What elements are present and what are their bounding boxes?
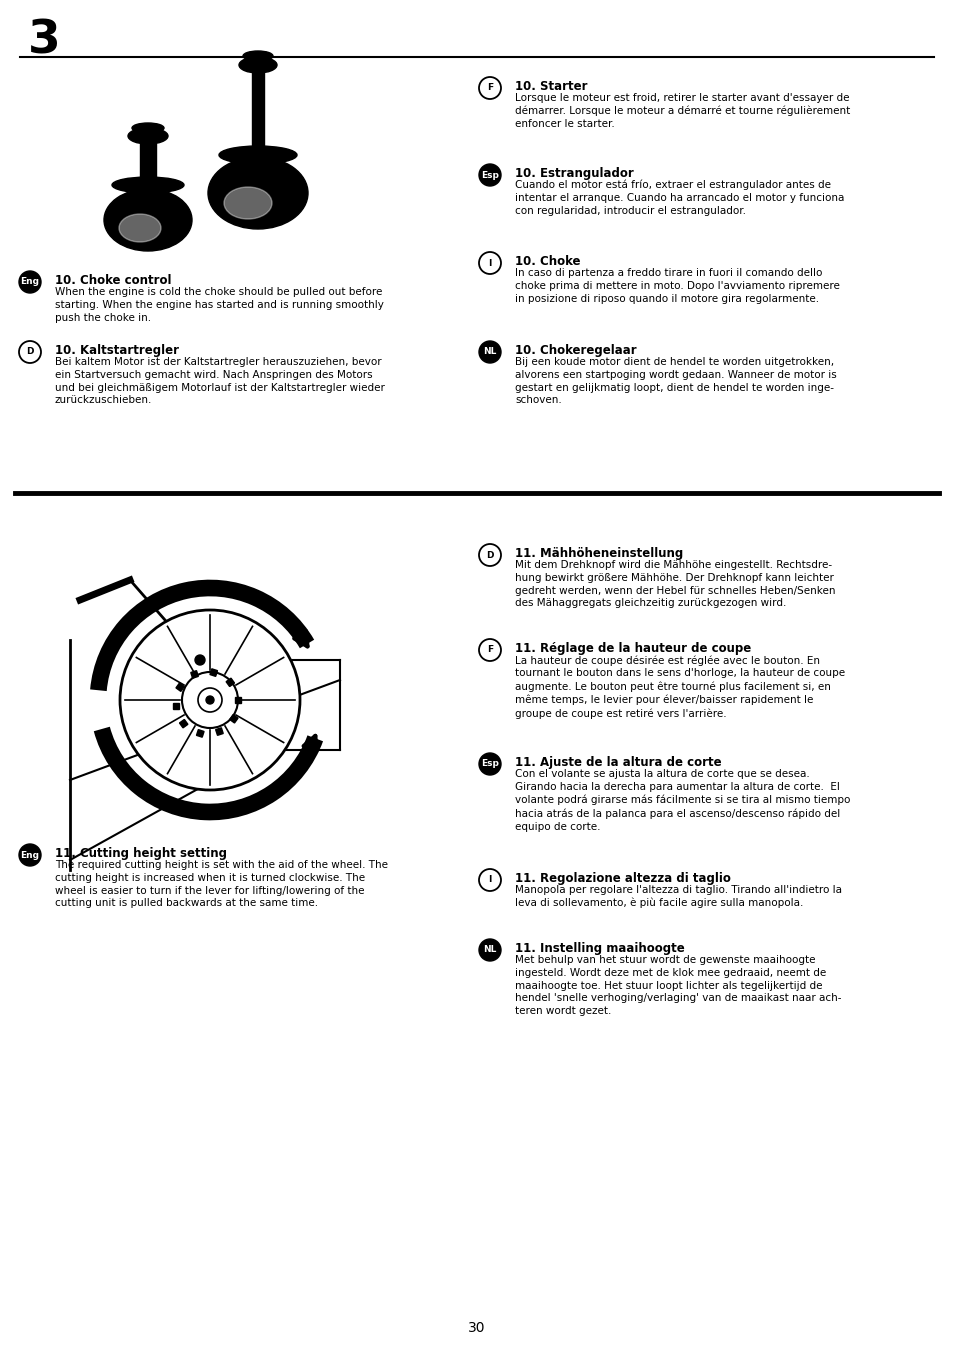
- Text: I: I: [488, 875, 491, 885]
- Text: 11. Ajuste de la altura de corte: 11. Ajuste de la altura de corte: [515, 756, 720, 769]
- Bar: [191, 670, 198, 678]
- Circle shape: [478, 164, 500, 186]
- Ellipse shape: [219, 145, 296, 164]
- Text: NL: NL: [483, 946, 497, 954]
- Text: F: F: [486, 83, 493, 92]
- Text: 11. Réglage de la hauteur de coupe: 11. Réglage de la hauteur de coupe: [515, 641, 750, 655]
- Bar: [234, 697, 241, 703]
- Ellipse shape: [128, 128, 168, 144]
- Text: In caso di partenza a freddo tirare in fuori il comando dello
choke prima di met: In caso di partenza a freddo tirare in f…: [515, 268, 839, 303]
- Circle shape: [478, 639, 500, 660]
- Text: Eng: Eng: [20, 277, 39, 287]
- Ellipse shape: [112, 177, 184, 193]
- Ellipse shape: [132, 124, 164, 133]
- Circle shape: [194, 655, 205, 665]
- Text: 10. Choke control: 10. Choke control: [55, 275, 172, 287]
- Bar: [210, 669, 217, 677]
- Text: 10. Kaltstartregler: 10. Kaltstartregler: [55, 344, 179, 357]
- Text: La hauteur de coupe désirée est réglée avec le bouton. En
tournant le bouton dan: La hauteur de coupe désirée est réglée a…: [515, 655, 844, 719]
- Text: 30: 30: [468, 1321, 485, 1335]
- Text: 11. Cutting height setting: 11. Cutting height setting: [55, 847, 227, 860]
- Circle shape: [478, 868, 500, 892]
- Text: When the engine is cold the choke should be pulled out before
starting. When the: When the engine is cold the choke should…: [55, 287, 383, 322]
- Bar: [172, 703, 179, 709]
- Text: 11. Mähhöheneinstellung: 11. Mähhöheneinstellung: [515, 548, 682, 560]
- Circle shape: [198, 688, 222, 712]
- Text: Bei kaltem Motor ist der Kaltstartregler herauszuziehen, bevor
ein Startversuch : Bei kaltem Motor ist der Kaltstartregler…: [55, 357, 384, 405]
- Text: Bij een koude motor dient de hendel te worden uitgetrokken,
alvorens een startpo: Bij een koude motor dient de hendel te w…: [515, 357, 836, 405]
- Text: Con el volante se ajusta la altura de corte que se desea.
Girando hacia la derec: Con el volante se ajusta la altura de co…: [515, 769, 849, 832]
- Bar: [196, 730, 204, 737]
- Circle shape: [19, 270, 41, 294]
- Text: Met behulp van het stuur wordt de gewenste maaihoogte
ingesteld. Wordt deze met : Met behulp van het stuur wordt de gewens…: [515, 955, 841, 1017]
- Bar: [215, 728, 223, 735]
- Ellipse shape: [243, 52, 273, 61]
- Text: Cuando el motor está frío, extraer el estrangulador antes de
intentar el arranqu: Cuando el motor está frío, extraer el es…: [515, 179, 843, 216]
- Circle shape: [182, 671, 237, 728]
- Text: The required cutting height is set with the aid of the wheel. The
cutting height: The required cutting height is set with …: [55, 860, 388, 908]
- Ellipse shape: [239, 57, 276, 73]
- Bar: [179, 719, 188, 728]
- Circle shape: [478, 251, 500, 275]
- Text: I: I: [488, 258, 491, 268]
- Circle shape: [478, 939, 500, 961]
- Circle shape: [120, 610, 299, 790]
- Text: 3: 3: [28, 18, 61, 63]
- Circle shape: [478, 341, 500, 363]
- Text: Eng: Eng: [20, 851, 39, 859]
- Ellipse shape: [104, 189, 192, 251]
- Bar: [252, 67, 264, 147]
- Circle shape: [206, 696, 213, 704]
- Circle shape: [478, 544, 500, 565]
- Circle shape: [478, 77, 500, 99]
- Text: NL: NL: [483, 348, 497, 356]
- Text: 11. Instelling maaihoogte: 11. Instelling maaihoogte: [515, 942, 684, 955]
- Bar: [226, 678, 234, 686]
- Text: 10. Estrangulador: 10. Estrangulador: [515, 167, 633, 179]
- Circle shape: [478, 753, 500, 775]
- Text: Lorsque le moteur est froid, retirer le starter avant d'essayer de
démarrer. Lor: Lorsque le moteur est froid, retirer le …: [515, 92, 849, 129]
- Text: F: F: [486, 646, 493, 655]
- Ellipse shape: [224, 188, 272, 219]
- Text: Mit dem Drehknopf wird die Mähhöhe eingestellt. Rechtsdre-
hung bewirkt größere : Mit dem Drehknopf wird die Mähhöhe einge…: [515, 560, 835, 609]
- Bar: [230, 715, 238, 723]
- Text: D: D: [27, 348, 33, 356]
- Circle shape: [19, 844, 41, 866]
- Text: Esp: Esp: [480, 760, 498, 768]
- Ellipse shape: [208, 158, 308, 230]
- Text: Manopola per regolare l'altezza di taglio. Tirando all'indietro la
leva di solle: Manopola per regolare l'altezza di tagli…: [515, 885, 841, 908]
- Text: 11. Regolazione altezza di taglio: 11. Regolazione altezza di taglio: [515, 872, 730, 885]
- Text: 10. Starter: 10. Starter: [515, 80, 587, 92]
- Bar: [140, 139, 156, 182]
- Text: D: D: [486, 550, 494, 560]
- Text: 10. Choke: 10. Choke: [515, 255, 579, 268]
- Ellipse shape: [119, 213, 161, 242]
- Circle shape: [19, 341, 41, 363]
- Text: 10. Chokeregelaar: 10. Chokeregelaar: [515, 344, 636, 357]
- Text: Esp: Esp: [480, 170, 498, 179]
- Bar: [175, 684, 184, 692]
